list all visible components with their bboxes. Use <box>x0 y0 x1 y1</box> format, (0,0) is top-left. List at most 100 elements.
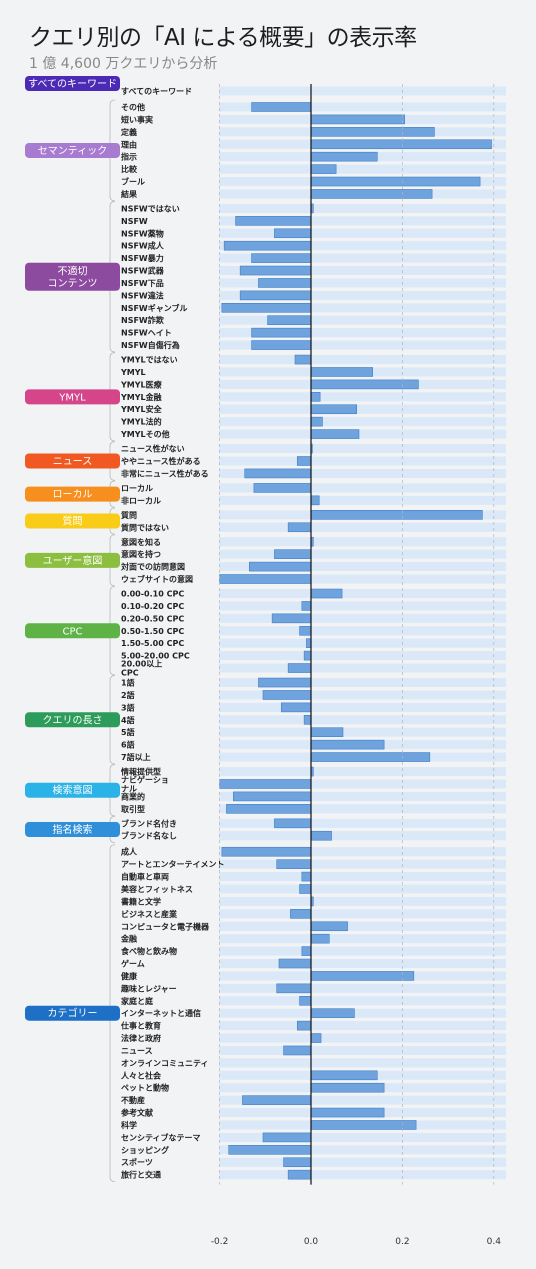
bar[interactable] <box>296 456 312 466</box>
bar[interactable] <box>251 102 312 112</box>
bar[interactable] <box>310 1107 385 1118</box>
bar[interactable] <box>251 327 312 338</box>
bar[interactable] <box>301 601 312 611</box>
bar[interactable] <box>274 228 312 239</box>
bar[interactable] <box>310 392 321 402</box>
bar-background <box>219 1033 506 1043</box>
bar[interactable] <box>244 468 312 479</box>
bar[interactable] <box>310 189 433 199</box>
bar[interactable] <box>310 495 320 506</box>
bar[interactable] <box>233 791 312 802</box>
bar[interactable] <box>310 933 330 944</box>
bar[interactable] <box>239 265 312 276</box>
bar[interactable] <box>310 921 348 932</box>
bar[interactable] <box>296 1020 312 1031</box>
bar[interactable] <box>278 958 312 969</box>
category-label: 法律と政府 <box>121 1033 161 1043</box>
bar[interactable] <box>310 588 343 599</box>
bar-background <box>219 290 506 300</box>
group-label: CPC <box>63 626 83 637</box>
bar[interactable] <box>303 650 312 661</box>
category-label: ブランド名なし <box>121 831 177 841</box>
bar[interactable] <box>283 1045 312 1056</box>
bar[interactable] <box>276 983 312 994</box>
bar[interactable] <box>299 995 312 1006</box>
bar[interactable] <box>310 139 492 150</box>
bar[interactable] <box>310 752 431 762</box>
bar[interactable] <box>290 909 312 919</box>
category-label: ブランド名付き <box>121 818 177 828</box>
bar[interactable] <box>221 302 312 313</box>
group-pill <box>25 76 120 91</box>
bar[interactable] <box>226 804 312 814</box>
category-label: 3語 <box>121 702 135 712</box>
bar[interactable] <box>242 1095 312 1105</box>
bar[interactable] <box>276 859 312 869</box>
bar-background <box>219 804 506 814</box>
bar[interactable] <box>303 714 312 725</box>
chart-title: クエリ別の「AI による概要」の表示率 <box>29 25 417 51</box>
bar[interactable] <box>299 625 312 636</box>
bar[interactable] <box>310 739 385 750</box>
category-label: 参考文献 <box>120 1108 153 1118</box>
bar[interactable] <box>310 830 332 841</box>
bar[interactable] <box>262 690 312 700</box>
bar[interactable] <box>310 1033 322 1043</box>
bar[interactable] <box>221 846 312 857</box>
bar[interactable] <box>301 946 312 956</box>
bar[interactable] <box>287 663 312 673</box>
bar[interactable] <box>310 164 337 174</box>
bar[interactable] <box>223 240 312 251</box>
bar[interactable] <box>310 429 360 439</box>
bar[interactable] <box>310 404 358 415</box>
bar[interactable] <box>271 613 312 624</box>
bar[interactable] <box>310 727 344 738</box>
bar[interactable] <box>299 884 312 894</box>
bar[interactable] <box>239 290 312 301</box>
bar[interactable] <box>258 278 312 288</box>
bar[interactable] <box>301 871 312 882</box>
bar[interactable] <box>219 574 312 584</box>
category-label: 20.00以上 CPC <box>121 659 162 678</box>
bar[interactable] <box>280 702 312 713</box>
category-label: 短い事実 <box>121 114 153 124</box>
bar[interactable] <box>287 1169 312 1180</box>
bar[interactable] <box>274 549 312 559</box>
bar[interactable] <box>310 176 481 187</box>
bar-background <box>219 164 506 174</box>
bar-background <box>219 404 506 414</box>
bar[interactable] <box>310 416 323 427</box>
bar[interactable] <box>249 561 312 572</box>
bar-background <box>219 102 506 112</box>
bar[interactable] <box>267 315 312 326</box>
category-label: 人々と社会 <box>121 1070 161 1080</box>
bar[interactable] <box>310 151 378 162</box>
bar[interactable] <box>228 1145 312 1155</box>
bar[interactable] <box>310 971 415 981</box>
bar[interactable] <box>253 483 312 493</box>
bar[interactable] <box>251 253 312 263</box>
bar[interactable] <box>310 114 405 125</box>
bar[interactable] <box>306 638 312 649</box>
category-label: 美容とフィットネス <box>121 884 193 894</box>
bar[interactable] <box>310 1082 385 1093</box>
bar[interactable] <box>274 818 312 829</box>
bar[interactable] <box>310 1120 417 1130</box>
bar[interactable] <box>219 779 312 789</box>
bar[interactable] <box>251 340 312 350</box>
bar[interactable] <box>310 1070 378 1081</box>
bar[interactable] <box>310 127 435 137</box>
bar[interactable] <box>235 216 312 226</box>
bar-background <box>219 456 506 466</box>
category-label: YMYLその他 <box>120 429 170 439</box>
bar[interactable] <box>294 354 312 365</box>
bar[interactable] <box>258 677 312 688</box>
bar[interactable] <box>310 510 483 520</box>
bar[interactable] <box>310 1008 355 1019</box>
group-label: 検索意図 <box>53 784 93 797</box>
group-label: カテゴリー <box>48 1007 98 1020</box>
bar[interactable] <box>310 367 373 377</box>
bar[interactable] <box>287 522 312 533</box>
bar[interactable] <box>283 1157 312 1168</box>
bar[interactable] <box>262 1132 312 1143</box>
